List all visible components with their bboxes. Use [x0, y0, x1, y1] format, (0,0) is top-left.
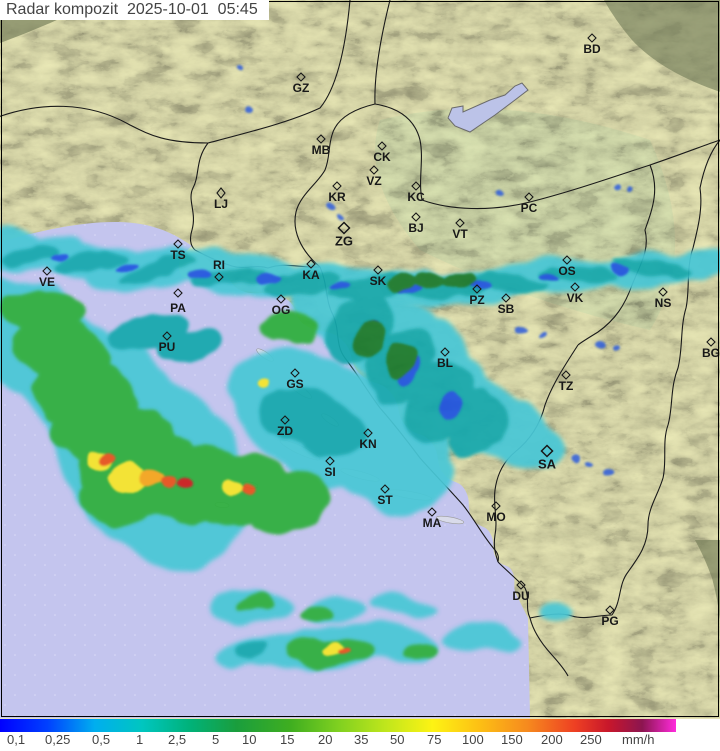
- svg-text:ST: ST: [377, 493, 393, 507]
- svg-text:SA: SA: [538, 457, 557, 472]
- svg-text:GZ: GZ: [293, 81, 310, 95]
- svg-text:MO: MO: [486, 510, 505, 524]
- svg-text:OG: OG: [272, 303, 291, 317]
- svg-text:KR: KR: [328, 190, 346, 204]
- svg-text:BG: BG: [702, 346, 720, 360]
- svg-text:BJ: BJ: [408, 221, 423, 235]
- svg-text:ZG: ZG: [335, 234, 353, 249]
- svg-text:VK: VK: [567, 291, 584, 305]
- svg-text:TZ: TZ: [559, 379, 574, 393]
- svg-text:TS: TS: [170, 248, 185, 262]
- svg-text:NS: NS: [655, 296, 672, 310]
- svg-text:SI: SI: [324, 465, 335, 479]
- svg-text:VT: VT: [452, 227, 468, 241]
- svg-text:PA: PA: [170, 301, 186, 315]
- svg-text:ZD: ZD: [277, 424, 293, 438]
- svg-text:VE: VE: [39, 275, 55, 289]
- svg-text:CK: CK: [373, 150, 391, 164]
- svg-text:SB: SB: [498, 302, 515, 316]
- svg-text:LJ: LJ: [214, 197, 228, 211]
- svg-text:VZ: VZ: [366, 174, 381, 188]
- svg-text:MA: MA: [423, 516, 442, 530]
- svg-text:PC: PC: [521, 201, 538, 215]
- svg-text:RI: RI: [213, 258, 225, 272]
- svg-text:MB: MB: [312, 143, 331, 157]
- svg-text:BL: BL: [437, 356, 453, 370]
- svg-text:KN: KN: [359, 437, 376, 451]
- svg-text:PZ: PZ: [469, 293, 484, 307]
- svg-text:KC: KC: [407, 190, 425, 204]
- svg-text:OS: OS: [558, 264, 575, 278]
- svg-text:DU: DU: [512, 589, 529, 603]
- svg-text:KA: KA: [302, 268, 320, 282]
- svg-text:GS: GS: [286, 377, 303, 391]
- svg-text:PG: PG: [601, 614, 618, 628]
- svg-text:SK: SK: [370, 274, 387, 288]
- svg-text:PU: PU: [159, 340, 176, 354]
- svg-text:BD: BD: [583, 42, 601, 56]
